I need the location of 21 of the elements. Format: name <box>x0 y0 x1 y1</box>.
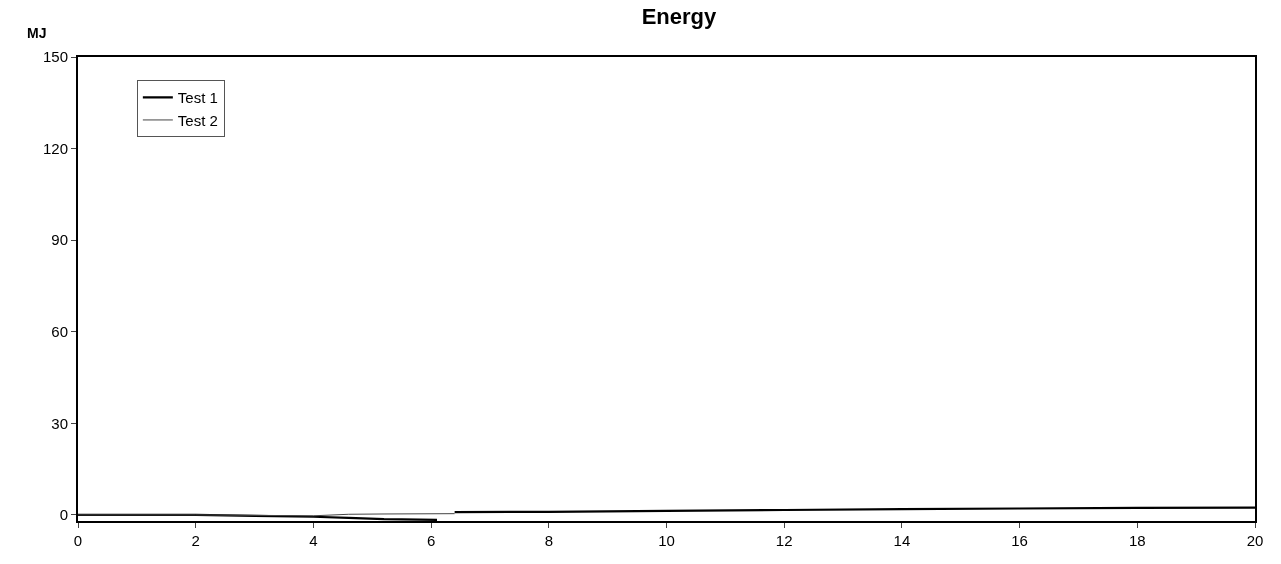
x-tick-label: 20 <box>1246 532 1264 549</box>
y-tick-label: 120 <box>42 139 68 157</box>
x-tick-label: 18 <box>1128 532 1146 549</box>
x-tick-label: 14 <box>893 532 911 549</box>
x-tick-label: 0 <box>73 532 83 549</box>
y-axis-title: MJ <box>27 25 47 41</box>
x-tick-label: 10 <box>658 532 675 549</box>
x-tick-label: 4 <box>309 532 318 549</box>
y-tick-label: 30 <box>51 414 68 432</box>
chart-title: Energy <box>641 3 717 29</box>
y-tick-label: 90 <box>51 231 68 249</box>
y-tick-label: 60 <box>51 322 68 340</box>
legend-label: Test 1 <box>177 89 218 107</box>
x-tick-label: 12 <box>775 532 793 549</box>
x-tick-label: 8 <box>544 532 553 549</box>
y-tick-label: 0 <box>59 506 68 524</box>
x-tick-label: 6 <box>426 532 436 549</box>
x-tick-label: 2 <box>191 532 200 549</box>
y-tick-label: 150 <box>42 48 68 66</box>
x-tick-label: 16 <box>1011 532 1028 549</box>
legend-label: Test 2 <box>177 111 218 129</box>
